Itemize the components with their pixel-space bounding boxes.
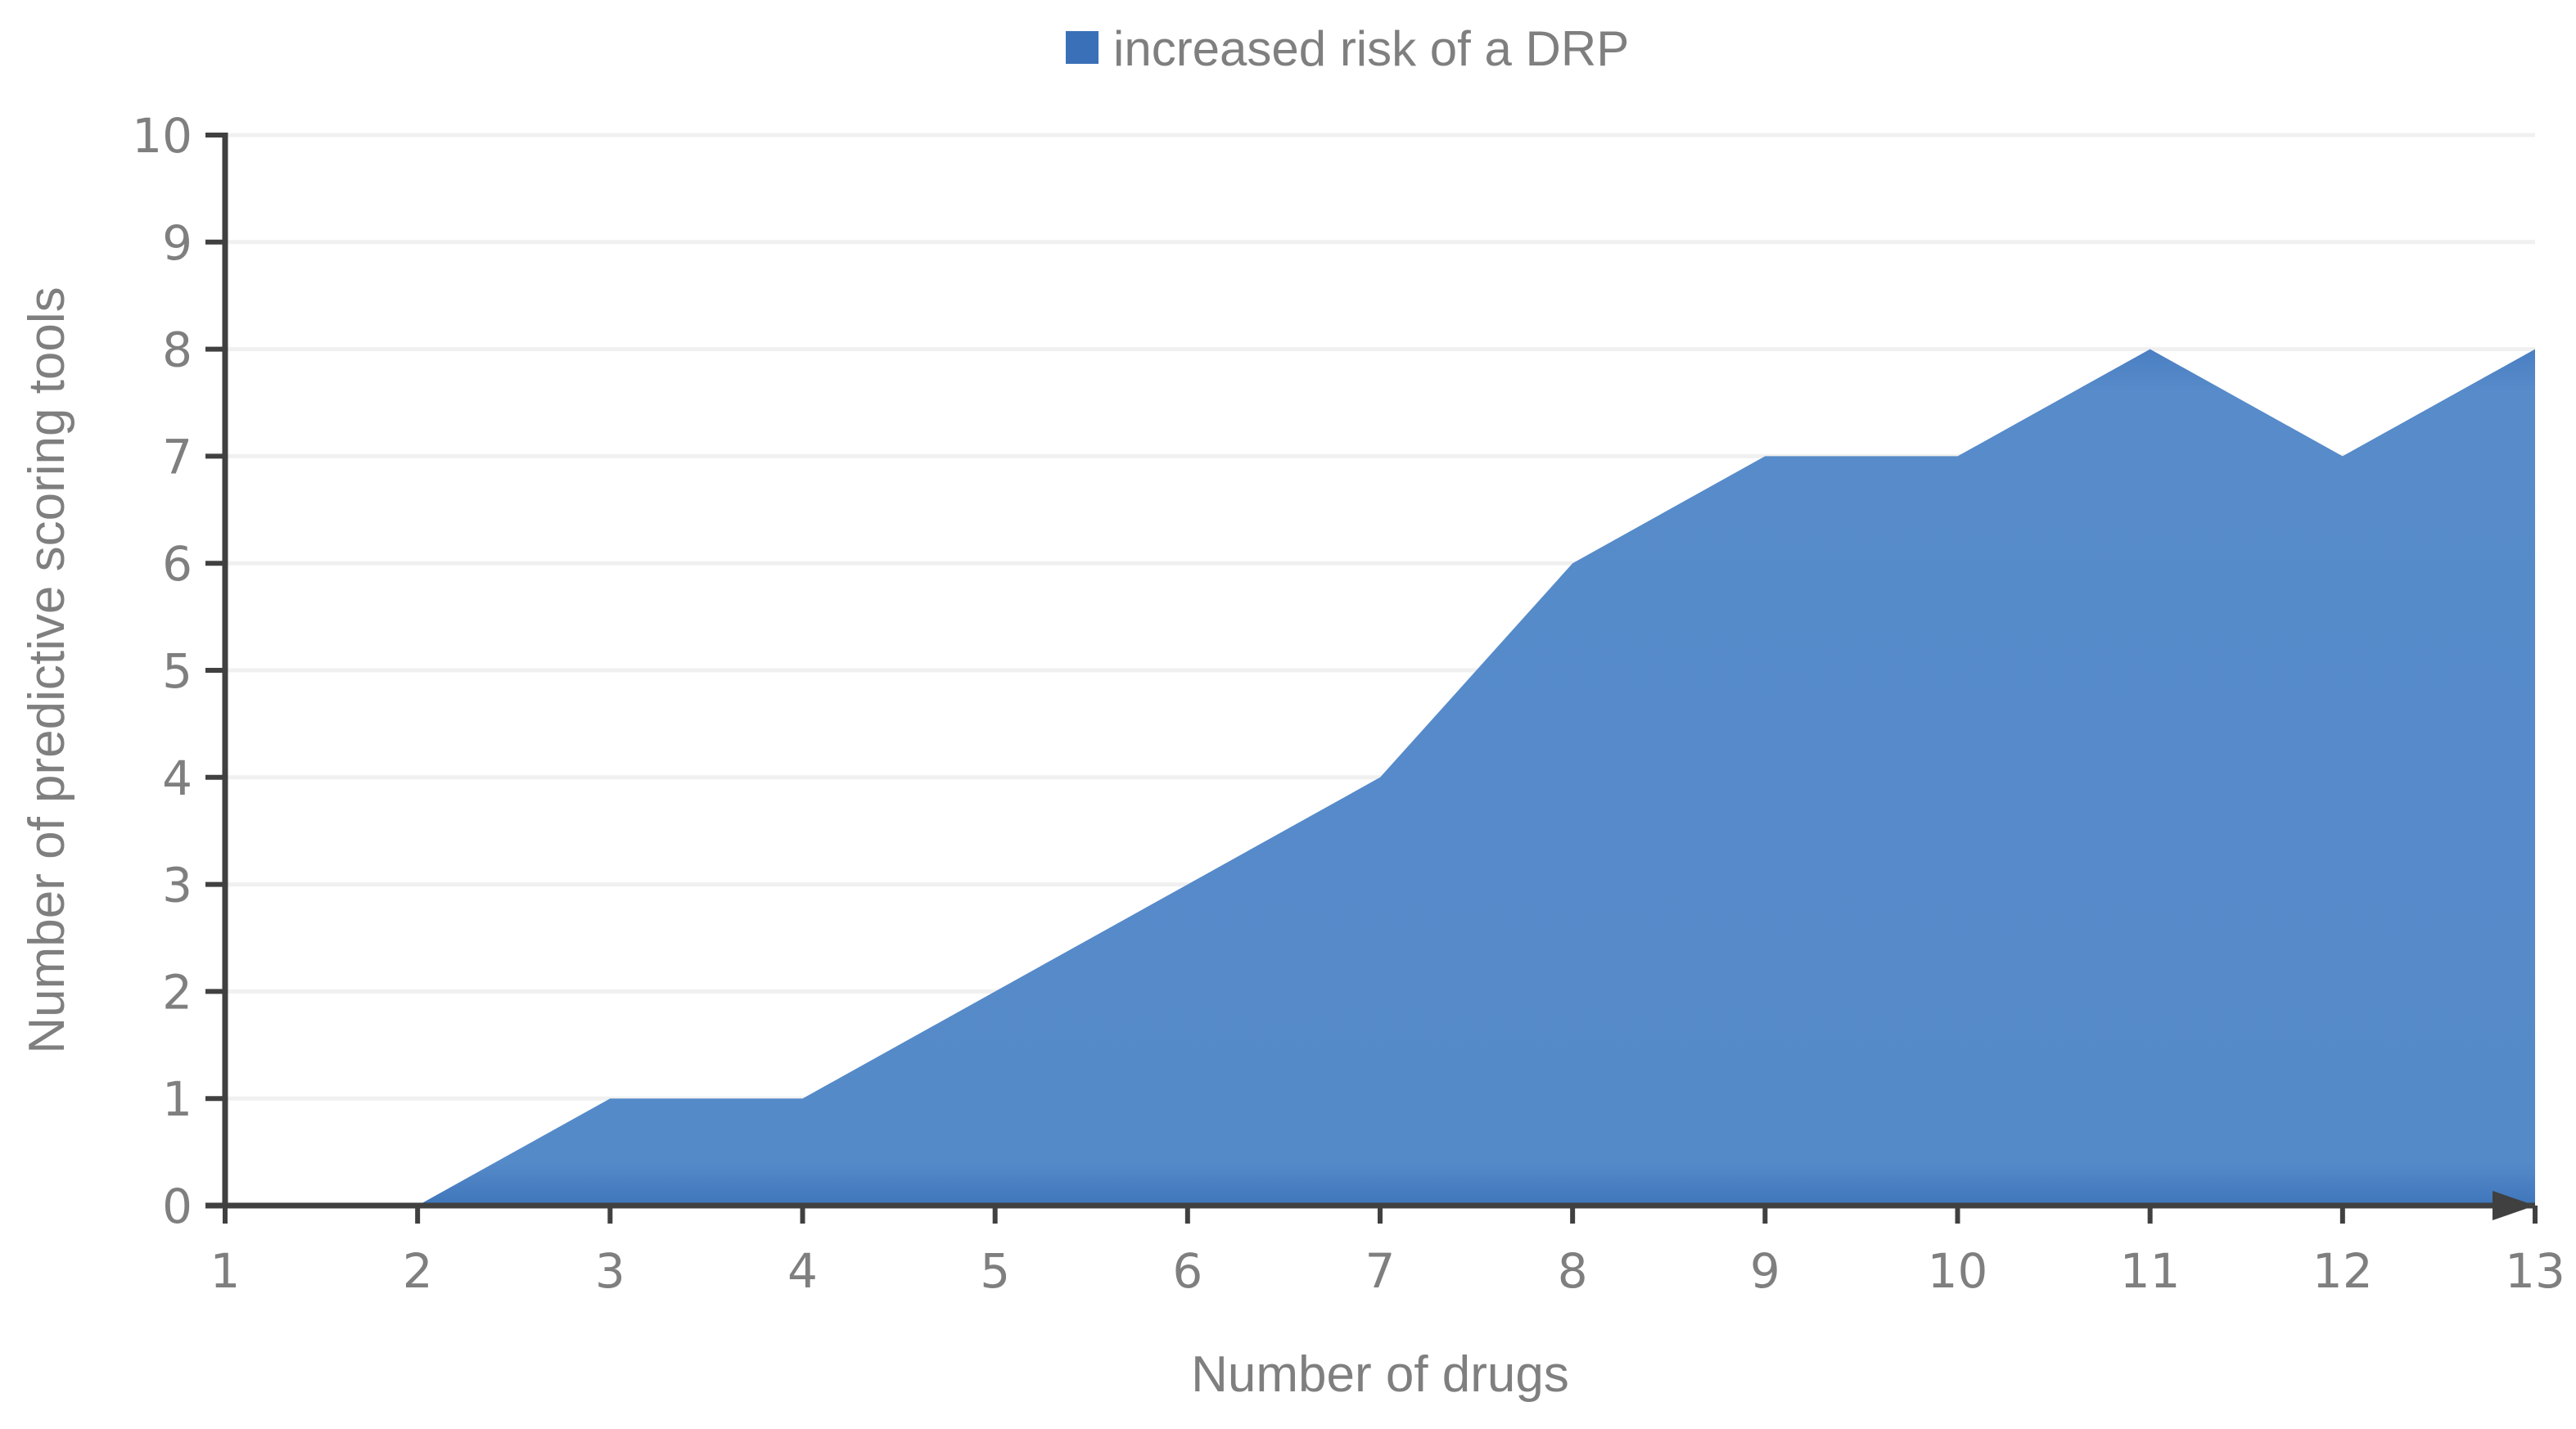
y-tick-label: 4 bbox=[162, 751, 192, 806]
x-tick-label: 1 bbox=[210, 1243, 241, 1299]
y-tick-label: 2 bbox=[162, 964, 192, 1020]
y-tick-label: 1 bbox=[162, 1071, 192, 1127]
x-tick-label: 11 bbox=[2120, 1243, 2181, 1299]
x-axis-arrow-icon bbox=[2493, 1191, 2535, 1220]
y-tick-label: 8 bbox=[162, 322, 192, 378]
x-axis-label: Number of drugs bbox=[1191, 1346, 1569, 1403]
y-tick-label: 0 bbox=[162, 1179, 192, 1234]
legend-swatch bbox=[1066, 31, 1099, 64]
y-tick-label: 9 bbox=[162, 215, 192, 271]
x-tick-label: 10 bbox=[1928, 1243, 1988, 1299]
y-axis-label: Number of predictive scoring tools bbox=[19, 286, 75, 1053]
y-tick-label: 10 bbox=[132, 108, 192, 164]
legend: increased risk of a DRP bbox=[1066, 21, 1629, 76]
area-series bbox=[417, 349, 2535, 1206]
y-tick-label: 6 bbox=[162, 536, 192, 592]
x-tick-label: 9 bbox=[1750, 1243, 1780, 1299]
y-tick-label: 5 bbox=[162, 643, 192, 699]
y-tick-label: 3 bbox=[162, 858, 192, 913]
x-tick-label: 7 bbox=[1365, 1243, 1396, 1299]
x-tick-label: 12 bbox=[2312, 1243, 2373, 1299]
y-tick-label: 7 bbox=[162, 429, 192, 485]
x-tick-label: 3 bbox=[595, 1243, 625, 1299]
legend-label: increased risk of a DRP bbox=[1113, 21, 1629, 76]
x-tick-label: 2 bbox=[403, 1243, 433, 1299]
x-tick-label: 13 bbox=[2505, 1243, 2565, 1299]
x-tick-label: 8 bbox=[1558, 1243, 1588, 1299]
x-tick-label: 5 bbox=[980, 1243, 1010, 1299]
x-tick-label: 4 bbox=[787, 1243, 818, 1299]
x-tick-label: 6 bbox=[1172, 1243, 1202, 1299]
